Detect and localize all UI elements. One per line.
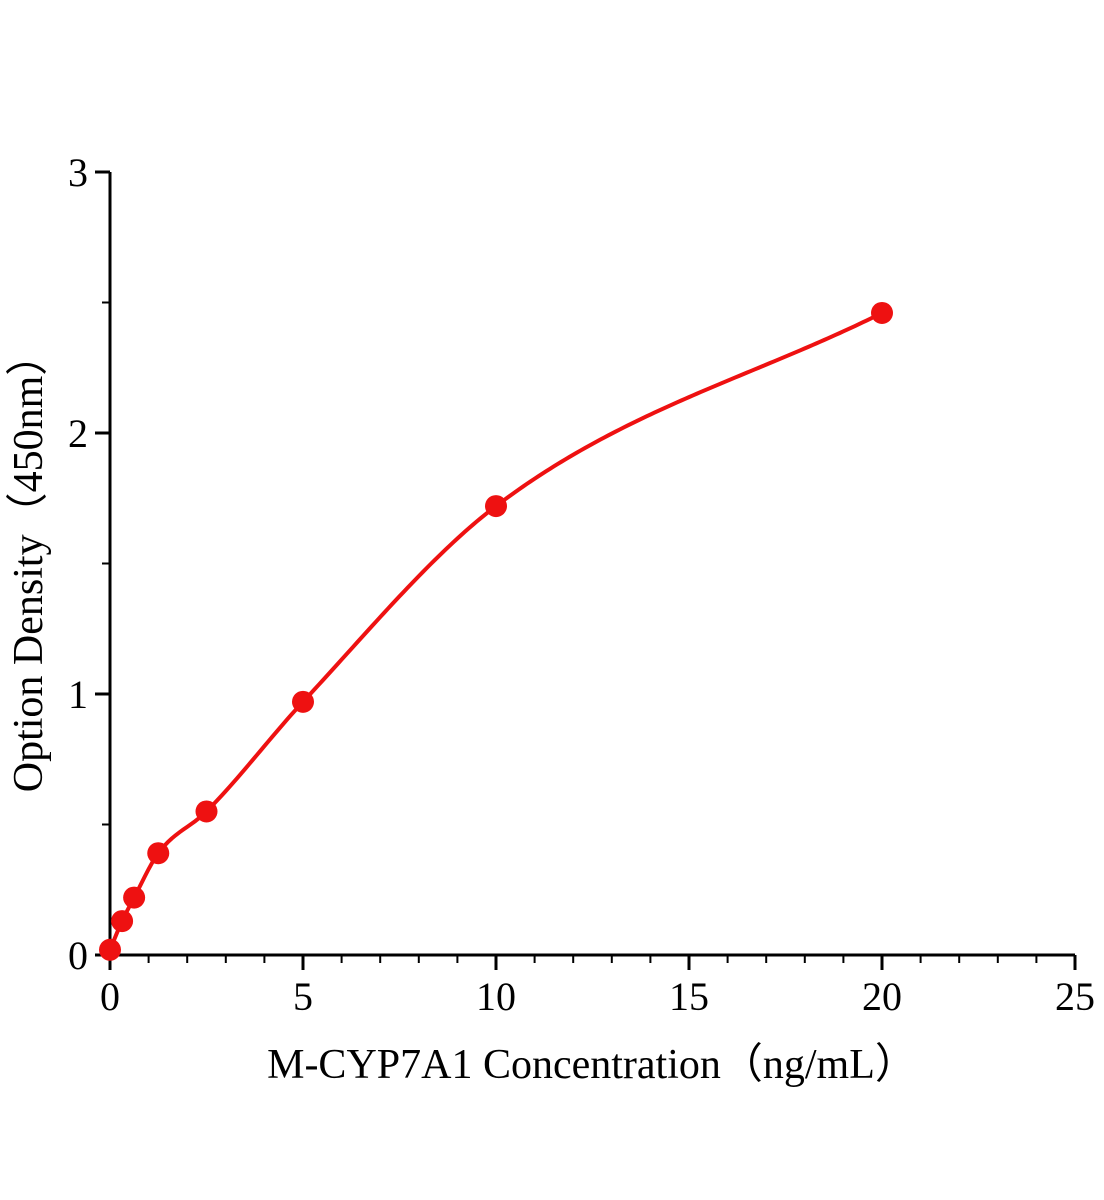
data-point <box>99 938 121 961</box>
x-tick-label: 5 <box>293 974 313 1019</box>
y-tick-label: 0 <box>68 933 88 978</box>
plot-area: 0 5 10 15 20 25 0 1 2 3 <box>68 150 1095 1019</box>
y-tick-label: 3 <box>68 150 88 195</box>
data-point <box>123 886 146 909</box>
x-tick-label: 0 <box>100 974 120 1019</box>
x-tick-label: 10 <box>476 974 516 1019</box>
data-point <box>485 495 507 518</box>
x-axis-title: M-CYP7A1 Concentration（ng/mL） <box>267 1042 917 1088</box>
data-point <box>292 690 314 713</box>
y-tick-label: 2 <box>68 411 88 456</box>
data-point <box>111 910 134 933</box>
data-point <box>871 301 893 324</box>
x-tick-label: 25 <box>1055 974 1095 1019</box>
y-axis-title: Option Density（450nm） <box>6 334 52 793</box>
fit-curve <box>108 310 884 952</box>
data-point <box>195 800 218 823</box>
data-point <box>147 842 170 865</box>
x-tick-label: 15 <box>669 974 709 1019</box>
x-tick-label: 20 <box>862 974 902 1019</box>
y-tick-label: 1 <box>68 672 88 717</box>
